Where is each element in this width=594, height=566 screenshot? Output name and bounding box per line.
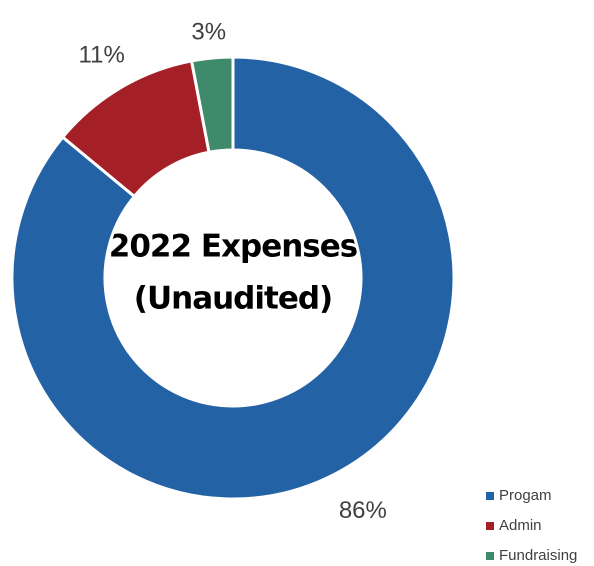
data-label: 86% [339,497,387,524]
legend-swatch [486,522,494,530]
chart-title: 2022 Expenses [109,229,357,265]
donut-slice [10,55,456,501]
legend-swatch [486,492,494,500]
legend-label: Admin [499,517,542,534]
chart-title: (Unaudited) [134,281,332,317]
donut-slice [189,55,235,155]
data-label: 11% [79,41,125,68]
legend-label: Progam [499,487,552,504]
legend-swatch [486,552,494,560]
data-label: 3% [191,18,226,45]
legend-label: Fundraising [499,547,577,564]
